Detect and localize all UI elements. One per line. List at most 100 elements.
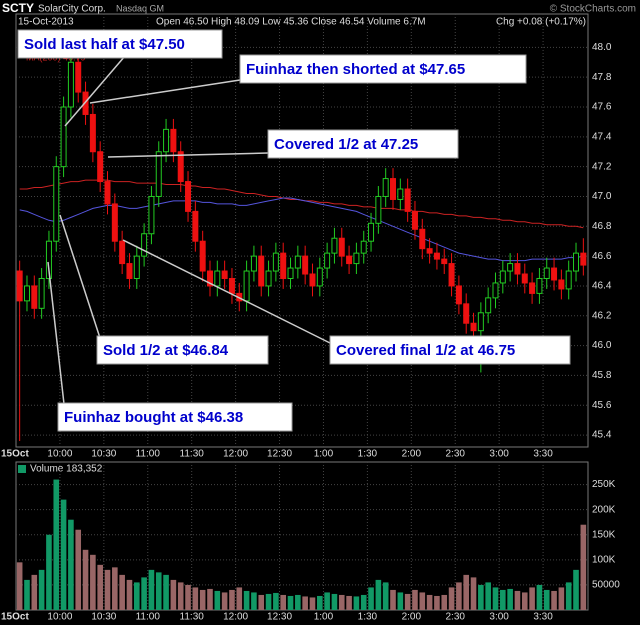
volume-bar [521,592,528,610]
volume-bar [265,593,272,610]
annotation-text: Covered 1/2 at 47.25 [274,136,418,153]
volume-bar [463,574,470,610]
volume-bar [24,579,30,610]
symbol: SCTY [2,1,34,15]
candle-body [521,273,528,284]
candle-body [243,270,250,302]
y-tick-label: 150K [592,529,616,540]
candle-body [353,252,360,265]
y-tick-label: 48.0 [592,42,612,53]
annotation-box [96,335,269,365]
candle-body [294,255,301,269]
candle-body [397,188,404,200]
volume-bar [478,584,484,610]
candle-body [258,255,265,287]
x-tick-label: 1:30 [358,612,378,623]
candle-body [45,240,52,279]
volume-bar [133,582,140,610]
x-tick-label: 10:00 [47,612,72,623]
candle-body [529,282,536,294]
volume-bar [177,582,184,610]
candle-body [316,267,323,287]
volume-bar [214,590,221,610]
y-tick-label: 50000 [592,580,620,591]
x-tick-label: 11:30 [180,449,205,460]
volume-bar [302,596,308,610]
candle-body [419,228,426,250]
candle-body [272,252,279,272]
volume-bar [485,582,491,610]
volume-bar [192,587,199,610]
volume-bar [38,569,45,610]
volume-pane [15,461,589,611]
candle-body [514,263,521,275]
candle-body [192,210,199,242]
annotation-connector [107,152,269,158]
annotation-connector [89,79,241,104]
x-tick-label: 12:30 [267,612,292,623]
volume-bar [404,593,411,610]
y-tick-label: 47.2 [592,161,612,172]
candle-body [390,178,397,200]
x-tick-label: 11:00 [136,449,161,460]
volume-bar [558,587,565,610]
y-tick-label: 100K [592,554,616,565]
volume-bar [441,594,448,610]
candle-body [485,297,492,314]
candle-body [228,277,235,294]
annotation-box [239,54,527,84]
annotation-box [329,335,571,365]
volume-bar [338,594,345,610]
x-tick-label: 3:00 [489,612,509,623]
candle-body [433,252,440,260]
candle-body [89,113,96,153]
volume-bar [170,579,177,610]
volume-bar [90,554,96,610]
candle-body [148,195,155,235]
candle-body [163,128,170,153]
volume-bar [251,592,257,610]
volume-bar [273,592,279,610]
x-tick-label: 11:00 [136,612,161,623]
candle-body [67,61,74,108]
annotation-connector [122,239,331,344]
candle-body [543,267,550,279]
volume-bar [119,574,125,610]
candle-body [111,203,118,242]
volume-label: Volume 183,352 [30,464,103,475]
candle-body [441,258,448,265]
candle-body [368,222,375,242]
volume-bar [529,587,535,610]
volume-bar [126,579,133,610]
x-tick-label: 3:30 [533,449,553,460]
candle-body [126,263,133,279]
candle-body [133,255,140,279]
x-tick-label: 1:30 [358,449,378,460]
candle-body [206,270,213,287]
annotation-text: Sold 1/2 at $46.84 [103,342,229,359]
y-tick-label: 47.6 [592,102,612,113]
annotation-text: Fuinhaz then shorted at $47.65 [246,61,465,78]
candle-body [53,166,60,242]
y-tick-label: 46.6 [592,251,612,262]
annotation-connector [64,55,126,127]
candle-body [463,303,470,324]
candle-body [331,237,338,254]
annotation-connector [59,214,101,339]
candle-body [250,255,257,272]
candle-body [214,270,221,287]
quote: Open 46.50 High 48.09 Low 45.36 Close 46… [156,17,426,28]
volume-bar [295,594,301,610]
volume-bar [53,479,60,610]
volume-bar [309,597,316,610]
volume-bar [412,589,418,610]
volume-bar [221,592,228,610]
candle-body [280,252,287,279]
exchange: Nasdaq GM [116,3,164,13]
candle-body [551,267,558,281]
x-tick-label: 12:00 [223,449,248,460]
volume-bar [551,590,557,610]
candle-body [221,270,228,279]
volume-bar [346,595,352,610]
candle-body [455,285,462,305]
